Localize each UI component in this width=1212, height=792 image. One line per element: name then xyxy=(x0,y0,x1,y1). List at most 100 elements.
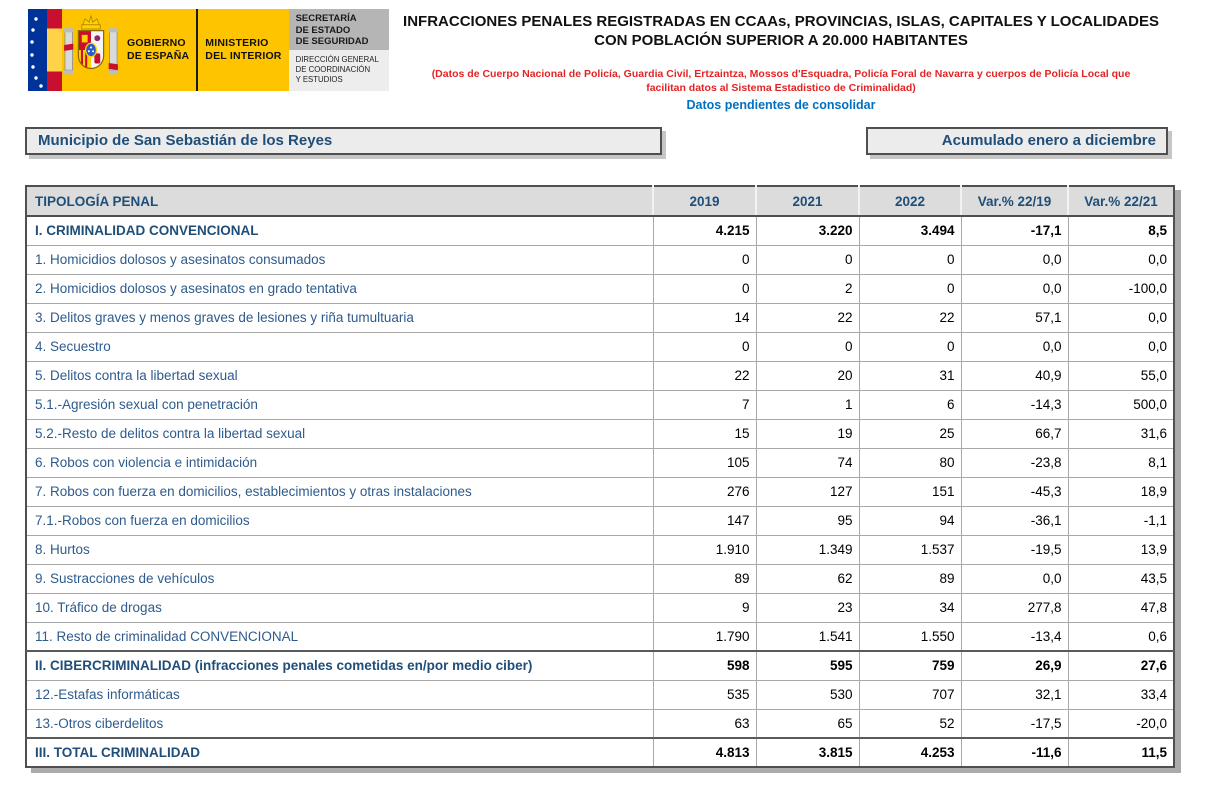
column-header-tipologia: TIPOLOGÍA PENAL xyxy=(26,186,653,217)
row-label: 4. Secuestro xyxy=(25,331,654,362)
row-label: 5.2.-Resto de delitos contra la libertad… xyxy=(25,418,654,449)
row-value: 22 xyxy=(652,360,757,391)
table-row: 9. Sustracciones de vehículos 89 62 89 0,0 43… xyxy=(25,563,1175,594)
row-label: 5.1.-Agresión sexual con penetración xyxy=(25,389,654,420)
row-value: 57,1 xyxy=(960,302,1069,333)
row-value: 0,0 xyxy=(1067,244,1175,275)
row-value: 89 xyxy=(652,563,757,594)
row-value: 8,1 xyxy=(1067,447,1175,478)
row-value: 0,0 xyxy=(1067,331,1175,362)
table-row: 5.2.-Resto de delitos contra la libertad… xyxy=(25,418,1175,449)
row-value: -13,4 xyxy=(960,621,1069,652)
row-value: -45,3 xyxy=(960,476,1069,507)
row-value: 3.220 xyxy=(755,215,860,246)
row-value: 277,8 xyxy=(960,592,1069,623)
spain-flag-strip xyxy=(47,9,62,91)
row-value: -23,8 xyxy=(960,447,1069,478)
coat-of-arms-icon xyxy=(64,15,118,75)
row-label: 7.1.-Robos con fuerza en domicilios xyxy=(25,505,654,536)
row-value: 33,4 xyxy=(1067,679,1175,710)
source-note: (Datos de Cuerpo Nacional de Policía, Gu… xyxy=(431,68,1131,94)
direccion-general-label: DIRECCIÓN GENERAL DE COORDINACIÓN Y ESTU… xyxy=(288,50,389,91)
row-value: 80 xyxy=(858,447,962,478)
row-value: 0 xyxy=(858,244,962,275)
row-value: 3.815 xyxy=(755,737,860,768)
row-value: -20,0 xyxy=(1067,708,1175,739)
row-value: 0,6 xyxy=(1067,621,1175,652)
row-value: 127 xyxy=(755,476,860,507)
table-row: 1. Homicidios dolosos y asesinatos consu… xyxy=(25,244,1175,275)
row-label: 10. Tráfico de drogas xyxy=(25,592,654,623)
ministerio-label: MINISTERIO DEL INTERIOR xyxy=(205,37,282,62)
row-value: 3.494 xyxy=(858,215,962,246)
row-value: 94 xyxy=(858,505,962,536)
row-label: I. CRIMINALIDAD CONVENCIONAL xyxy=(25,215,654,246)
row-value: 18,9 xyxy=(1067,476,1175,507)
row-value: 32,1 xyxy=(960,679,1069,710)
row-value: 759 xyxy=(858,650,962,681)
row-label: 7. Robos con fuerza en domicilios, estab… xyxy=(25,476,654,507)
row-value: 1.541 xyxy=(755,621,860,652)
row-value: 15 xyxy=(652,418,757,449)
row-value: 0,0 xyxy=(960,273,1069,304)
row-value: 598 xyxy=(652,650,757,681)
row-value: 1.910 xyxy=(652,534,757,565)
row-value: 530 xyxy=(755,679,860,710)
row-label: 2. Homicidios dolosos y asesinatos en gr… xyxy=(25,273,654,304)
row-value: 25 xyxy=(858,418,962,449)
row-value: -19,5 xyxy=(960,534,1069,565)
secretaria-estado-label: SECRETARÍA DE ESTADO DE SEGURIDAD xyxy=(288,9,389,50)
row-value: 27,6 xyxy=(1067,650,1175,681)
row-value: 105 xyxy=(652,447,757,478)
table-row: 7.1.-Robos con fuerza en domicilios 147 95… xyxy=(25,505,1175,536)
row-value: 20 xyxy=(755,360,860,391)
row-value: 95 xyxy=(755,505,860,536)
table-body: I. CRIMINALIDAD CONVENCIONAL 4.215 3.220 3.… xyxy=(25,215,1175,768)
row-value: 0,0 xyxy=(960,331,1069,362)
row-value: 4.813 xyxy=(652,737,757,768)
row-value: 1.550 xyxy=(858,621,962,652)
row-value: 0,0 xyxy=(960,563,1069,594)
row-value: 4.253 xyxy=(858,737,962,768)
row-value: 34 xyxy=(858,592,962,623)
row-value: 0 xyxy=(858,331,962,362)
row-value: 47,8 xyxy=(1067,592,1175,623)
table-row: 3. Delitos graves y menos graves de lesi… xyxy=(25,302,1175,333)
row-value: 151 xyxy=(858,476,962,507)
row-value: 2 xyxy=(755,273,860,304)
column-header-var-22-21: Var.% 22/21 xyxy=(1067,186,1174,217)
table-row: 6. Robos con violencia e intimidación 105… xyxy=(25,447,1175,478)
row-label: 1. Homicidios dolosos y asesinatos consu… xyxy=(25,244,654,275)
municipio-selector[interactable]: Municipio de San Sebastián de los Reyes xyxy=(25,127,662,155)
row-value: 0 xyxy=(652,244,757,275)
row-label: 9. Sustracciones de vehículos xyxy=(25,563,654,594)
row-label: 11. Resto de criminalidad CONVENCIONAL xyxy=(25,621,654,652)
row-value: 1.349 xyxy=(755,534,860,565)
row-value: 65 xyxy=(755,708,860,739)
row-value: 9 xyxy=(652,592,757,623)
row-value: 0 xyxy=(858,273,962,304)
table-row: 10. Tráfico de drogas 9 23 34 277,8 47,8 xyxy=(25,592,1175,623)
row-value: 22 xyxy=(755,302,860,333)
row-value: -36,1 xyxy=(960,505,1069,536)
page-title: INFRACCIONES PENALES REGISTRADAS EN CCAA… xyxy=(403,13,1159,49)
row-value: 0 xyxy=(652,273,757,304)
table-row: 11. Resto de criminalidad CONVENCIONAL 1.… xyxy=(25,621,1175,652)
row-value: -100,0 xyxy=(1067,273,1175,304)
table-row: 5. Delitos contra la libertad sexual 22 20… xyxy=(25,360,1175,391)
row-label: 5. Delitos contra la libertad sexual xyxy=(25,360,654,391)
row-value: 26,9 xyxy=(960,650,1069,681)
column-header-2022: 2022 xyxy=(858,186,961,217)
row-label: 12.-Estafas informáticas xyxy=(25,679,654,710)
row-value: 707 xyxy=(858,679,962,710)
table-section-row: II. CIBERCRIMINALIDAD (infracciones pena… xyxy=(25,650,1175,681)
table-row: 13.-Otros ciberdelitos 63 65 52 -17,5 -20,0 xyxy=(25,708,1175,739)
column-header-2021: 2021 xyxy=(755,186,859,217)
row-value: 74 xyxy=(755,447,860,478)
eu-flag-strip xyxy=(28,9,47,91)
row-value: 23 xyxy=(755,592,860,623)
periodo-selector[interactable]: Acumulado enero a diciembre xyxy=(866,127,1168,155)
row-value: 89 xyxy=(858,563,962,594)
logo-divider xyxy=(196,9,199,91)
